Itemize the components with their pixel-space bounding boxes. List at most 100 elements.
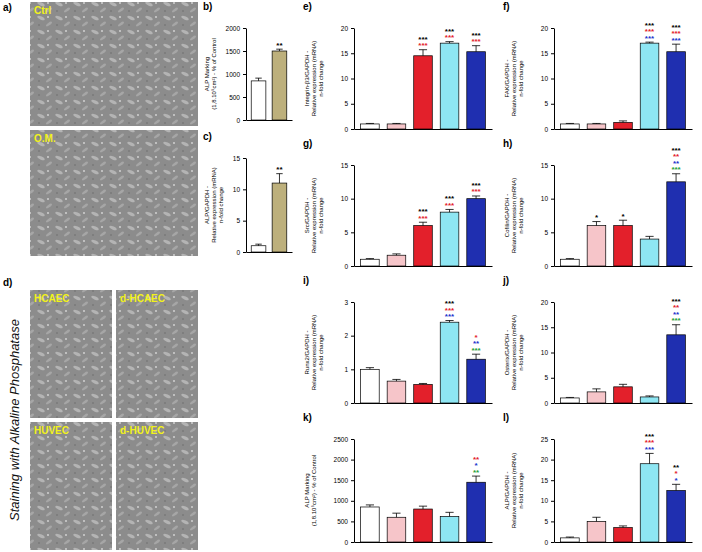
y-tick-label: 15	[233, 155, 241, 162]
micrograph	[116, 290, 198, 418]
y-tick-mark	[243, 158, 246, 159]
bar	[361, 369, 380, 403]
plot-marks	[561, 325, 686, 403]
bar	[272, 183, 287, 252]
y-tick-label: 20	[541, 299, 549, 306]
significance: ***	[471, 37, 481, 46]
micrograph	[30, 422, 112, 550]
panel-letter: g)	[303, 138, 312, 149]
y-tick-mark	[351, 521, 354, 522]
error-bar	[566, 397, 574, 399]
bar	[667, 52, 686, 129]
bar	[414, 384, 433, 403]
bar	[440, 43, 459, 129]
y-axis-title: n-fold change	[518, 472, 524, 509]
y-tick: 15	[541, 477, 554, 484]
y-tick: 2500	[334, 436, 354, 443]
y-tick: 10	[541, 349, 554, 356]
panel-letter: l)	[503, 412, 509, 423]
significance: ***	[671, 316, 681, 325]
y-tick-label: 5	[544, 518, 548, 525]
y-tick-mark	[351, 165, 354, 166]
y-tick-label: 5	[236, 217, 240, 224]
error-bar	[672, 44, 680, 52]
y-tick: 20	[541, 25, 554, 32]
y-axis-line	[354, 29, 355, 130]
y-tick: 2000	[334, 456, 354, 463]
y-tick: 0	[544, 126, 554, 133]
y-tick-label: 2	[344, 332, 348, 339]
y-tick-label: 0	[344, 539, 348, 546]
y-tick-mark	[351, 460, 354, 461]
y-tick: 20	[541, 456, 554, 463]
y-axis-title: Runx2/GAPDH -	[304, 330, 310, 374]
y-axis-title: Osterix/GAPDH -	[504, 330, 510, 376]
error-bar	[366, 258, 374, 260]
chart-panel: j)Osterix/GAPDH -Relative expression (mR…	[502, 275, 693, 407]
y-tick: 1	[344, 366, 354, 373]
significance: ***	[445, 201, 455, 210]
panel-letter: k)	[303, 412, 312, 423]
y-tick-label: 0	[344, 263, 348, 270]
y-tick-label: 5	[344, 229, 348, 236]
y-tick-mark	[351, 439, 354, 440]
y-tick: 15	[541, 50, 554, 57]
bar	[561, 259, 580, 266]
panel-letter: b)	[203, 1, 212, 12]
y-axis-line	[554, 303, 555, 404]
y-tick-label: 10	[541, 497, 549, 504]
error-bar	[392, 513, 400, 517]
panel-letter: f)	[503, 1, 510, 12]
y-tick-label: 10	[541, 349, 549, 356]
bar	[561, 398, 580, 403]
y-axis-title: ALP Marking	[204, 57, 210, 91]
y-tick: 10	[541, 75, 554, 82]
panel-letter: i)	[303, 275, 309, 286]
chart-panel: h)Cofilin/GAPDH -Relative expression (mR…	[503, 138, 693, 270]
plot-marks	[361, 321, 486, 403]
y-tick-label: 1000	[226, 71, 241, 78]
significance: **	[276, 165, 283, 174]
error-bar	[672, 484, 680, 490]
y-tick-label: 1500	[334, 477, 349, 484]
panel-letter: e)	[303, 1, 312, 12]
error-bar	[392, 123, 400, 125]
plot-marks	[361, 476, 486, 542]
bar	[667, 491, 686, 543]
y-axis-title: ALP/GAPDH -	[504, 471, 510, 509]
y-axis-title: n-fold change	[518, 60, 524, 97]
y-tick: 500	[229, 94, 246, 101]
y-tick-mark	[243, 221, 246, 222]
y-tick-mark	[351, 302, 354, 303]
y-tick-label: 0	[236, 117, 240, 124]
y-axis-title: Relative expression (mRNA)	[311, 41, 317, 117]
error-bar	[592, 222, 600, 226]
error-bar	[566, 537, 574, 539]
y-axis-title: (1,8.10⁵cm²) - % of Control	[211, 38, 217, 110]
significance: *	[675, 476, 679, 485]
y-tick-mark	[243, 189, 246, 190]
y-tick-mark	[551, 266, 554, 267]
y-tick-label: 10	[541, 75, 549, 82]
image-label: HCAEC	[34, 293, 70, 304]
error-bar	[419, 50, 427, 56]
y-tick-label: 0	[544, 263, 548, 270]
error-bar	[645, 396, 653, 397]
x-axis-line	[555, 403, 693, 404]
significance: ***	[645, 34, 655, 43]
y-axis: 051015	[233, 155, 247, 256]
plot-marks	[561, 453, 686, 542]
y-tick: 5	[344, 229, 354, 236]
chart-panel: g)Src/GAPDH -Relative expression (mRNA)n…	[303, 138, 493, 270]
significance: ***	[418, 214, 428, 223]
x-axis-line	[555, 129, 693, 130]
y-tick-label: 15	[341, 162, 349, 169]
bar	[561, 124, 580, 129]
y-tick: 1500	[334, 477, 354, 484]
x-axis-line	[555, 542, 693, 543]
plot-marks	[561, 174, 686, 266]
y-tick-mark	[351, 104, 354, 105]
error-bar	[672, 174, 680, 182]
y-tick-mark	[551, 353, 554, 354]
y-tick: 0	[344, 263, 354, 270]
